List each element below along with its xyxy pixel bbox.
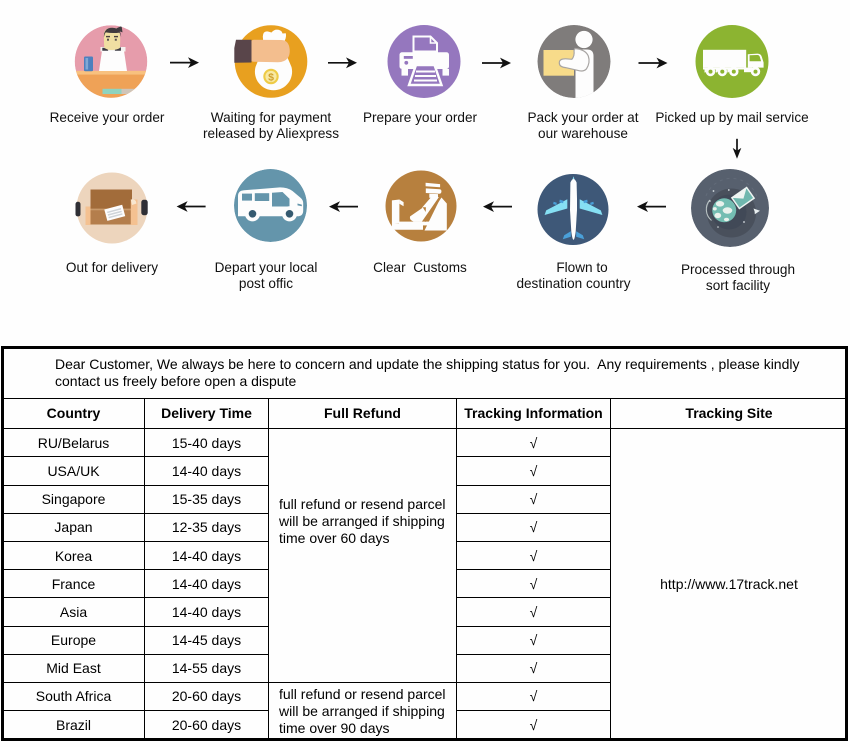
svg-text:$: $: [268, 72, 274, 84]
